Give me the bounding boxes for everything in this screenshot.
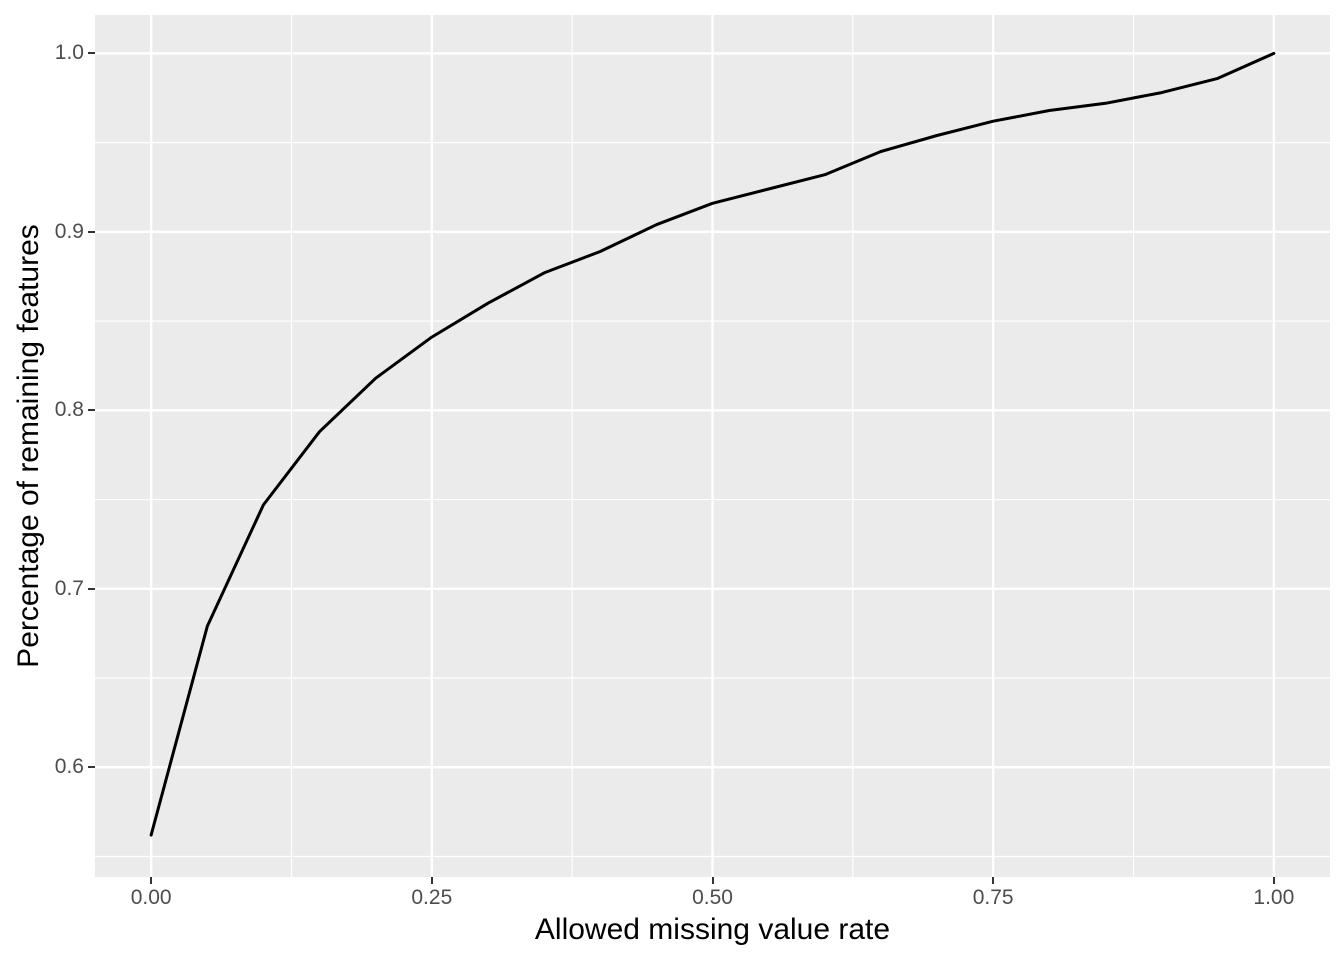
- plot-panel: [95, 15, 1330, 877]
- x-tick-mark: [1272, 877, 1275, 884]
- x-tick-label: 0.25: [411, 886, 453, 909]
- y-tick-label: 0.9: [54, 219, 84, 243]
- x-tick-label: 0.75: [972, 886, 1014, 909]
- x-tick-mark: [992, 877, 995, 884]
- y-tick-label: 0.6: [54, 755, 84, 779]
- y-tick-mark: [88, 409, 95, 412]
- y-tick-mark: [88, 587, 95, 590]
- x-axis-title: Allowed missing value rate: [534, 913, 891, 946]
- y-tick-label: 0.7: [54, 576, 84, 600]
- x-tick-label: 1.00: [1253, 886, 1295, 909]
- x-tick-label: 0.50: [692, 886, 733, 909]
- x-tick-mark: [430, 877, 433, 884]
- y-tick-label: 0.8: [54, 398, 84, 422]
- x-tick-mark: [150, 877, 153, 884]
- x-tick-label: 0.00: [130, 886, 172, 909]
- series-line: [149, 51, 1276, 837]
- y-tick-label: 1.0: [54, 41, 84, 65]
- y-tick-mark: [88, 52, 95, 55]
- y-tick-mark: [88, 766, 95, 769]
- y-axis-title: Percentage of remaining features: [12, 224, 45, 668]
- x-tick-mark: [711, 877, 714, 884]
- y-tick-mark: [88, 230, 95, 233]
- plot-canvas: [95, 15, 1330, 877]
